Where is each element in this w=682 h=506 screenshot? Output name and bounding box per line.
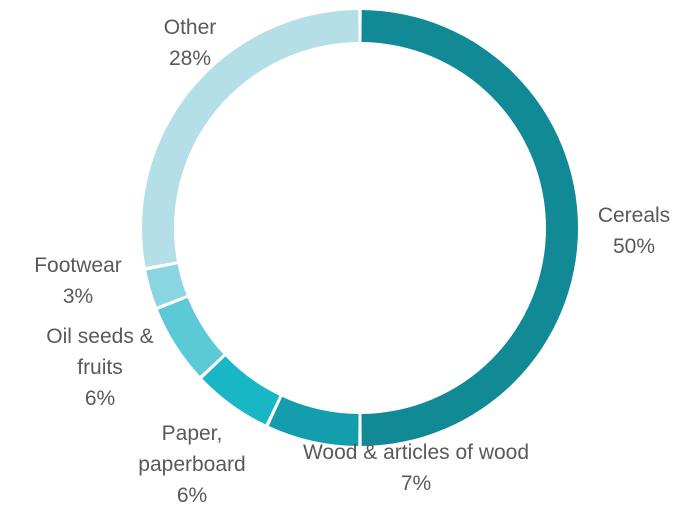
- slice-labels: Cereals 50% Wood & articles of wood 7% Paper…: [34, 16, 670, 506]
- slice-label-6-line-2: 28%: [169, 47, 211, 70]
- slice-label-1-line-1: Cereals: [598, 204, 670, 227]
- donut-slices: [142, 10, 579, 446]
- slice-label-3-line-3: 6%: [177, 484, 207, 506]
- donut-slice-3: [202, 356, 280, 425]
- slice-label-2: Wood & articles of wood 7%: [303, 441, 529, 495]
- slice-label-4-line-1: Oil seeds &: [46, 325, 153, 348]
- slice-label-3: Paper, paperboard 6%: [138, 422, 245, 506]
- slice-label-2-line-1: Wood & articles of wood: [303, 441, 529, 464]
- donut-slice-1: [361, 10, 579, 446]
- slice-label-3-line-2: paperboard: [138, 453, 245, 476]
- donut-slice-6: [142, 10, 359, 268]
- slice-label-5-line-1: Footwear: [34, 254, 122, 277]
- slice-label-4-line-2: fruits: [77, 356, 123, 379]
- slice-label-4-line-3: 6%: [85, 387, 115, 410]
- slice-label-6: Other 28%: [164, 16, 217, 70]
- slice-label-3-line-1: Paper,: [162, 422, 223, 445]
- slice-label-5-line-2: 3%: [63, 285, 93, 308]
- donut-slice-5: [146, 264, 187, 307]
- slice-label-2-line-2: 7%: [401, 472, 431, 495]
- slice-label-5: Footwear 3%: [34, 254, 122, 308]
- slice-label-1: Cereals 50%: [598, 204, 670, 258]
- slice-label-6-line-1: Other: [164, 16, 217, 39]
- donut-slice-4: [157, 297, 224, 376]
- slice-label-1-line-2: 50%: [613, 235, 655, 258]
- slice-label-4: Oil seeds & fruits 6%: [46, 325, 153, 410]
- donut-slice-2: [268, 396, 359, 446]
